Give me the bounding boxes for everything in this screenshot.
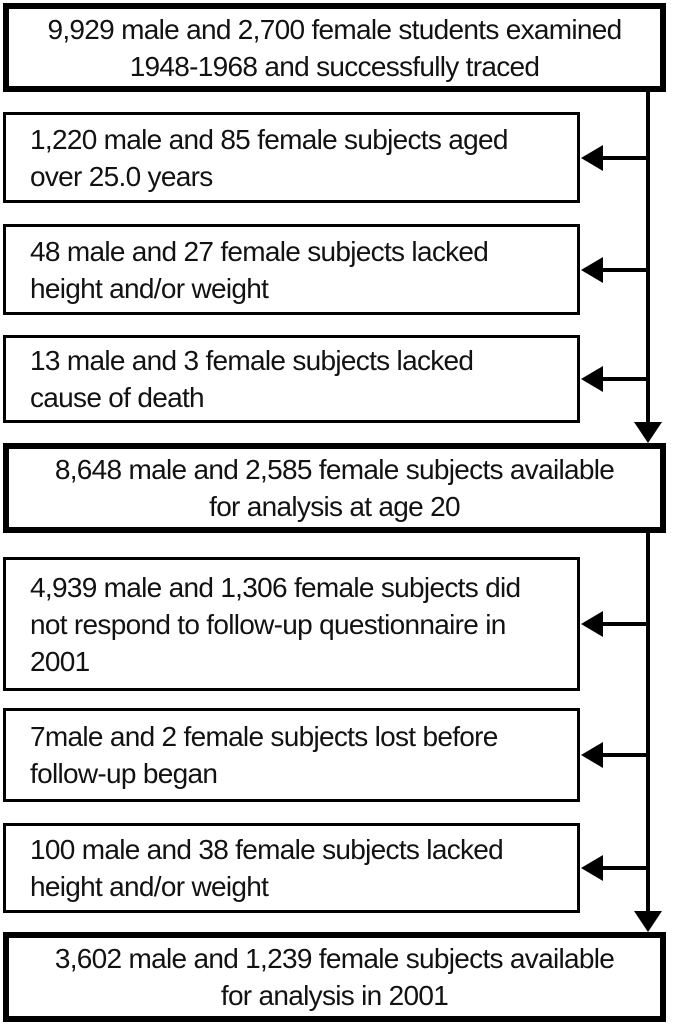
- box-text-line: for analysis in 2001: [220, 980, 449, 1011]
- exclusion-arrow-line: [600, 377, 650, 381]
- box-text-line: 100 male and 38 female subjects lacked: [30, 834, 504, 865]
- box-text-line: 1948-1968 and successfully traced: [129, 50, 540, 82]
- box-text-line: over 25.0 years: [30, 160, 213, 192]
- arrowhead-left-icon: [581, 145, 603, 171]
- box-text-line: height and/or weight: [30, 272, 269, 304]
- box-text-line: 8,648 male and 2,585 female subjects ava…: [54, 454, 615, 485]
- box-available-age-20: 8,648 male and 2,585 female subjects ava…: [3, 443, 666, 533]
- main-flow-line-upper: [646, 92, 650, 425]
- box-text-line: 1,220 male and 85 female subjects aged: [30, 123, 508, 155]
- box-excluded-aged-over-25: 1,220 male and 85 female subjects aged o…: [3, 112, 580, 203]
- box-text-line: 48 male and 27 female subjects lacked: [30, 235, 489, 267]
- box-lost-before-followup: 7male and 2 female subjects lost before …: [3, 708, 580, 802]
- box-available-2001: 3,602 male and 1,239 female subjects ava…: [3, 932, 666, 1022]
- box-text-line: 7male and 2 female subjects lost before: [30, 721, 498, 752]
- arrowhead-down-icon: [634, 911, 662, 932]
- box-text-line: cause of death: [30, 382, 205, 413]
- arrowhead-left-icon: [581, 366, 603, 392]
- arrowhead-left-icon: [581, 257, 603, 283]
- exclusion-arrow-line: [600, 622, 650, 626]
- arrowhead-left-icon: [581, 742, 603, 768]
- exclusion-arrow-line: [600, 156, 650, 160]
- exclusion-arrow-line: [600, 268, 650, 272]
- box-students-examined: 9,929 male and 2,700 female students exa…: [3, 3, 666, 92]
- box-no-response-followup-2001: 4,939 male and 1,306 female subjects did…: [3, 557, 580, 691]
- box-excluded-lacked-height-weight-followup: 100 male and 38 female subjects lacked h…: [3, 823, 580, 913]
- box-text-line: 3,602 male and 1,239 female subjects ava…: [54, 943, 615, 974]
- box-text-line: 4,939 male and 1,306 female subjects did: [30, 571, 521, 603]
- arrowhead-down-icon: [634, 422, 662, 443]
- arrowhead-left-icon: [581, 611, 603, 637]
- box-text-line: 9,929 male and 2,700 female students exa…: [47, 13, 622, 45]
- box-text-line: 2001: [30, 645, 90, 677]
- exclusion-arrow-line: [600, 866, 650, 870]
- box-text-line: not respond to follow-up questionnaire i…: [30, 608, 506, 640]
- box-text-line: 13 male and 3 female subjects lacked: [30, 345, 474, 376]
- box-text-line: for analysis at age 20: [209, 491, 460, 522]
- box-text-line: height and/or weight: [30, 871, 269, 902]
- arrowhead-left-icon: [581, 855, 603, 881]
- box-text-line: follow-up began: [30, 758, 218, 789]
- exclusion-arrow-line: [600, 753, 650, 757]
- main-flow-line-lower: [646, 533, 650, 914]
- box-excluded-lacked-cause-of-death: 13 male and 3 female subjects lacked cau…: [3, 335, 580, 423]
- box-excluded-lacked-height-weight-baseline: 48 male and 27 female subjects lacked he…: [3, 224, 580, 315]
